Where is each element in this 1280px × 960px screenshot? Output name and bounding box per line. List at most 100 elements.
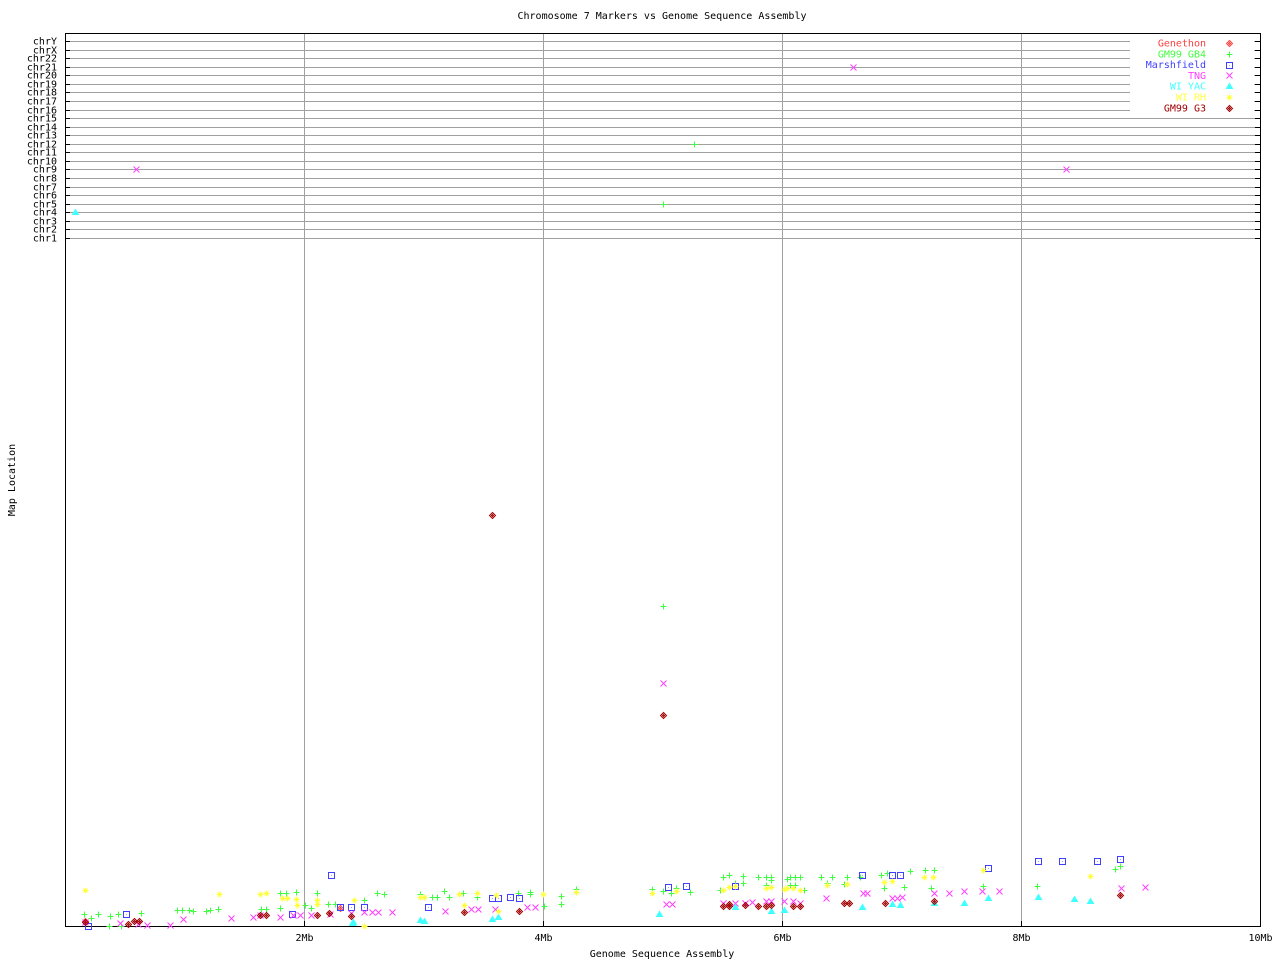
data-point-gm99-g3 (460, 908, 469, 917)
data-point-gm99-gb4 (857, 874, 864, 881)
data-point-wi-yac (420, 917, 429, 924)
data-point-gm99-gb4 (215, 906, 222, 913)
series-wi-yac (71, 208, 1095, 926)
legend-marker-plus-icon (1226, 51, 1233, 58)
data-point-wi-yac (731, 903, 740, 910)
data-point-tng (1118, 885, 1125, 892)
data-point-tng (732, 900, 739, 907)
data-point-wi-rh (797, 887, 804, 894)
data-point-marshfield (516, 895, 523, 902)
series-tng (82, 64, 1149, 929)
data-point-gm99-g3 (81, 918, 90, 927)
data-point-tng (864, 890, 871, 897)
legend-background (1130, 36, 1254, 112)
data-point-gm99-g3 (930, 897, 939, 906)
data-point-wi-rh (540, 891, 547, 898)
data-point-gm99-gb4 (1117, 863, 1124, 870)
data-point-wi-yac (984, 894, 993, 901)
data-point-gm99-gb4 (95, 911, 102, 918)
data-point-marshfield (507, 894, 514, 901)
data-point-gm99-gb4 (263, 906, 270, 913)
data-point-wi-rh (417, 894, 424, 901)
data-point-wi-yac (858, 903, 867, 910)
data-point-gm99-gb4 (558, 901, 565, 908)
data-point-gm99-gb4 (818, 874, 825, 881)
data-point-tng (389, 909, 396, 916)
data-point-wi-yac (71, 208, 80, 215)
data-point-gm99-gb4 (88, 915, 95, 922)
data-point-marshfield (897, 872, 904, 879)
data-point-wi-yac (1034, 893, 1043, 900)
data-point-gm99-g3 (840, 899, 849, 908)
data-point-gm99-gb4 (115, 911, 122, 918)
y-tick-label: chr16 (27, 106, 57, 117)
data-point-tng (468, 906, 475, 913)
data-point-gm99-g3 (741, 901, 750, 910)
data-point-tng (250, 914, 257, 921)
data-point-tng (663, 901, 670, 908)
data-point-gm99-gb4 (726, 872, 733, 879)
data-point-tng (117, 920, 124, 927)
x-tick-label: 4Mb (534, 933, 552, 944)
data-point-marshfield (123, 911, 130, 918)
data-point-tng (524, 904, 531, 911)
data-point-gm99-gb4 (81, 911, 88, 918)
data-point-wi-yac (416, 916, 425, 923)
data-point-gm99-gb4 (308, 905, 315, 912)
data-point-tng (931, 890, 938, 897)
data-point-gm99-gb4 (361, 897, 368, 904)
legend-label: WI YAC (1170, 82, 1206, 93)
data-point-wi-rh (673, 888, 680, 895)
data-point-tng (790, 898, 797, 905)
x-tick-label: 6Mb (773, 933, 791, 944)
data-point-wi-rh (881, 879, 888, 886)
data-point-tng (290, 912, 297, 919)
y-tick-label: chr4 (33, 208, 57, 219)
data-point-marshfield (683, 883, 690, 890)
series-gm99-gb4 (81, 141, 1124, 930)
data-point-gm99-gb4 (691, 141, 698, 148)
data-point-gm99-g3 (767, 901, 776, 910)
data-point-tng (228, 915, 235, 922)
data-point-gm99-gb4 (106, 923, 113, 930)
legend-marker-diamond-icon (1225, 39, 1234, 48)
data-point-wi-rh (980, 867, 987, 874)
data-point-gm99-g3 (325, 909, 334, 918)
data-point-wi-rh (257, 891, 264, 898)
data-point-wi-yac (494, 913, 503, 920)
data-point-gm99-gb4 (922, 867, 929, 874)
data-point-gm99-gb4 (931, 867, 938, 874)
data-point-marshfield (665, 884, 672, 891)
data-point-gm99-gb4 (980, 883, 987, 890)
data-point-marshfield (348, 904, 355, 911)
data-point-marshfield (1059, 858, 1066, 865)
legend-label: WI RH (1176, 93, 1206, 104)
data-point-wi-yac (780, 906, 789, 913)
legend-marker-triangle-icon (1225, 82, 1234, 89)
data-point-tng (442, 908, 449, 915)
data-point-gm99-gb4 (460, 890, 467, 897)
legend-label: GM99 GB4 (1158, 49, 1206, 60)
legend-marker-square-icon (1226, 62, 1233, 69)
data-point-gm99-gb4 (374, 890, 381, 897)
data-point-tng (660, 680, 667, 687)
data-point-gm99-g3 (719, 902, 728, 911)
data-point-wi-yac (767, 907, 776, 914)
data-point-gm99-gb4 (325, 901, 332, 908)
x-tick-label: 2Mb (295, 933, 313, 944)
y-axis: chrYchrXchr22chr21chr20chr19chr18chr17ch… (27, 37, 1260, 245)
y-tick-label: chr21 (27, 63, 57, 74)
y-tick-label: chrX (33, 46, 57, 57)
x-tick-label: 10Mb (1248, 933, 1272, 944)
data-point-gm99-g3 (725, 900, 734, 909)
data-point-tng (979, 888, 986, 895)
data-point-wi-rh (889, 878, 896, 885)
data-point-gm99-g3 (789, 902, 798, 911)
data-point-wi-rh (361, 923, 368, 930)
data-point-wi-rh (263, 890, 270, 897)
data-point-wi-rh (824, 882, 831, 889)
data-point-gm99-g3 (488, 511, 497, 520)
data-point-tng (961, 888, 968, 895)
data-point-gm99-gb4 (277, 905, 284, 912)
data-point-wi-yac (488, 915, 497, 922)
